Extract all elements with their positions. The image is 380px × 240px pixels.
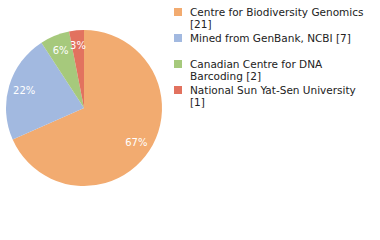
legend-label: Mined from GenBank, NCBI [7] <box>190 32 351 44</box>
legend-item: Mined from GenBank, NCBI [7] <box>174 32 364 56</box>
legend-item: Centre for Biodiversity Genomics [21] <box>174 6 364 30</box>
legend-swatch <box>174 86 182 94</box>
legend-label: Centre for Biodiversity Genomics [21] <box>190 6 363 30</box>
legend: Centre for Biodiversity Genomics [21] Min… <box>174 6 364 110</box>
legend-item: Canadian Centre for DNA Barcoding [2] <box>174 58 364 82</box>
legend-swatch <box>174 60 182 68</box>
legend-swatch <box>174 8 182 16</box>
slices <box>6 30 162 186</box>
data-label: 6% <box>53 45 69 56</box>
data-labels: 67% 22% 6%3% <box>13 40 147 147</box>
data-label: 67% <box>125 137 147 148</box>
data-label: 22% <box>13 85 35 96</box>
legend-label: Canadian Centre for DNA Barcoding [2] <box>190 58 322 82</box>
legend-swatch <box>174 34 182 42</box>
data-label: 3% <box>70 40 86 51</box>
chart-root: 67% 22% 6%3% Centre for Biodiversity Genom… <box>0 0 380 240</box>
legend-item: National Sun Yat-Sen University [1] <box>174 84 364 108</box>
legend-label: National Sun Yat-Sen University [1] <box>190 84 356 108</box>
